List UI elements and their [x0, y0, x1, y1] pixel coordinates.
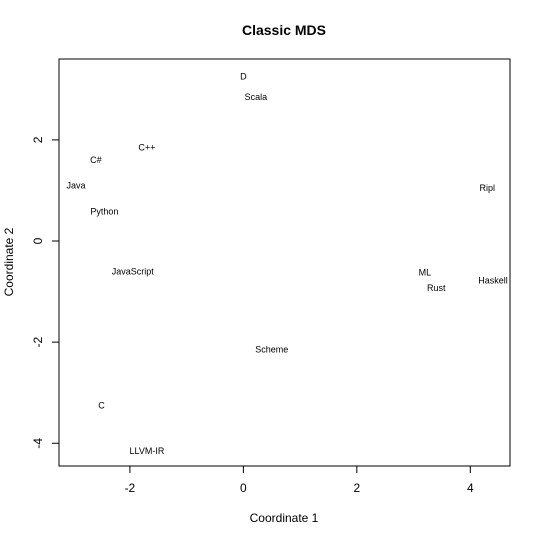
point-label-llvm-ir: LLVM-IR: [130, 446, 165, 456]
point-label-rust: Rust: [427, 283, 446, 293]
x-axis-label: Coordinate 1: [250, 511, 319, 525]
point-label-ml: ML: [419, 267, 432, 277]
point-label-scheme: Scheme: [255, 345, 288, 355]
y-tick-label: -4: [31, 438, 45, 449]
point-label-c: C: [98, 400, 105, 410]
point-label-c-: C#: [90, 155, 102, 165]
x-tick-label: 2: [353, 481, 360, 495]
point-label-haskell: Haskell: [478, 275, 508, 285]
point-label-scala: Scala: [245, 92, 268, 102]
x-tick-label: 4: [467, 481, 474, 495]
chart-title: Classic MDS: [242, 22, 326, 38]
y-tick-label: -2: [31, 336, 45, 347]
y-axis-label: Coordinate 2: [2, 227, 16, 296]
y-tick-label: 2: [31, 136, 45, 143]
x-axis: -2 0 2 4: [125, 466, 474, 495]
plot-frame: [58, 58, 511, 467]
y-axis: -4 -2 0 2: [31, 136, 59, 449]
x-tick-label: -2: [125, 481, 136, 495]
point-labels: D Scala C++ C# Java Python JavaScript Scheme C LL…: [67, 72, 508, 456]
point-label-c-: C++: [138, 142, 155, 152]
point-label-javascript: JavaScript: [112, 266, 155, 276]
y-tick-label: 0: [31, 237, 45, 244]
point-label-python: Python: [90, 207, 118, 217]
x-tick-label: 0: [240, 481, 247, 495]
point-label-ripl: Ripl: [480, 183, 496, 193]
point-label-java: Java: [67, 180, 86, 190]
point-label-d: D: [240, 72, 247, 82]
